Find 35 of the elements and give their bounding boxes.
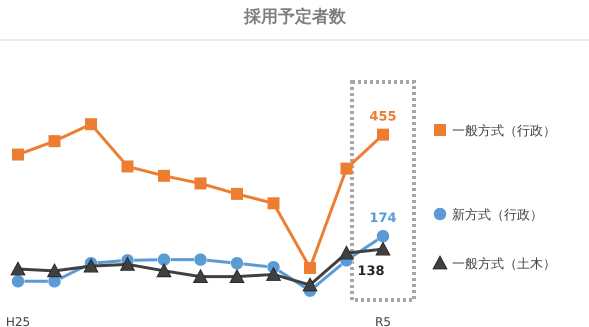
point	[85, 118, 97, 130]
point	[231, 188, 243, 200]
point	[194, 177, 206, 190]
point	[12, 148, 24, 161]
point	[47, 263, 62, 278]
point	[122, 160, 134, 172]
point	[11, 274, 25, 288]
point	[304, 262, 316, 274]
data-label: 455	[369, 110, 397, 125]
x-tick-label: R5	[375, 315, 391, 327]
point	[156, 263, 172, 278]
data-label: 174	[369, 211, 397, 226]
point	[230, 269, 244, 284]
x-tick-label: H25	[6, 315, 30, 327]
point	[48, 135, 60, 148]
point	[84, 258, 98, 273]
point	[120, 256, 135, 271]
legend-label: 一般方式（土木）	[452, 256, 556, 272]
point	[230, 256, 244, 270]
point	[158, 170, 170, 182]
point	[266, 267, 281, 281]
point	[376, 229, 390, 243]
point	[340, 162, 352, 175]
point	[194, 252, 208, 266]
point	[10, 262, 26, 276]
point	[339, 246, 354, 260]
point	[376, 242, 390, 256]
legend-label: 新方式（行政）	[452, 207, 543, 223]
point	[302, 278, 318, 292]
chart-title: 採用予定者数	[243, 7, 347, 27]
point	[268, 197, 280, 210]
data-label: 138	[357, 264, 385, 280]
point	[193, 269, 208, 284]
point	[157, 252, 171, 266]
legend-label: 一般方式（行政）	[452, 123, 556, 139]
